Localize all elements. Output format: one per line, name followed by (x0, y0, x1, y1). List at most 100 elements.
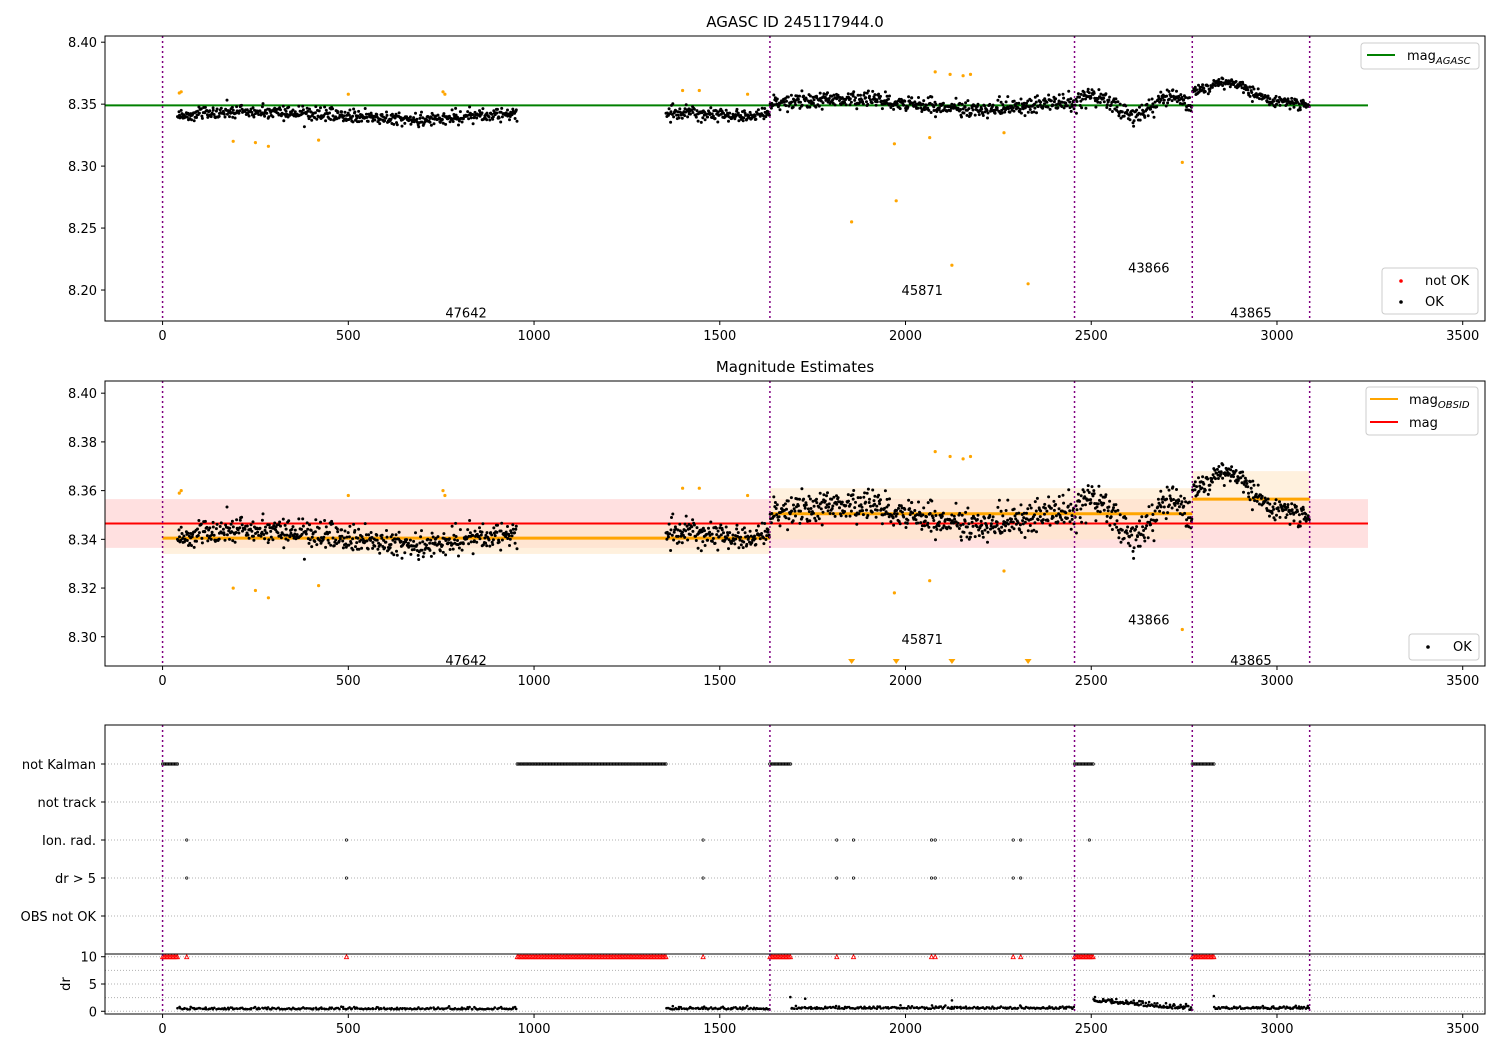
dr-point (882, 1006, 885, 1010)
ok-point (1240, 481, 1244, 485)
ok-point (257, 113, 261, 116)
ok-point (231, 539, 235, 543)
ok-point (1250, 91, 1254, 94)
ok-point (308, 538, 312, 542)
panel-3-grid (105, 763, 1485, 917)
ok-point (739, 535, 743, 539)
ok-point (240, 515, 244, 519)
outlier-point (1002, 569, 1006, 573)
ok-point (1089, 96, 1093, 100)
ok-point (893, 512, 896, 516)
ok-point (500, 106, 504, 110)
ok-point (409, 122, 413, 126)
ok-point (939, 528, 943, 532)
ok-point (772, 103, 776, 107)
ok-point (1297, 102, 1301, 106)
ok-point (1051, 103, 1055, 107)
ok-point (378, 543, 382, 547)
ok-point (513, 541, 517, 545)
ok-point (932, 109, 936, 112)
ok-point (453, 538, 457, 542)
ok-point (903, 99, 907, 103)
ok-point (1188, 500, 1191, 504)
ok-point (1096, 100, 1100, 104)
ok-point (490, 112, 494, 116)
ok-point (278, 520, 282, 524)
ok-point (806, 507, 810, 511)
ok-point (450, 108, 454, 112)
ok-point (948, 526, 952, 530)
ok-point (1206, 84, 1210, 88)
ok-point (1247, 495, 1251, 499)
ok-point (1054, 97, 1058, 101)
ok-point (1272, 99, 1276, 103)
ok-point (713, 117, 717, 120)
ok-point (304, 532, 308, 536)
ok-point (1082, 90, 1086, 94)
ok-point (765, 534, 769, 538)
ok-point (1185, 518, 1189, 522)
ok-point (302, 125, 306, 129)
ok-point (703, 118, 707, 122)
ok-point (1201, 83, 1205, 87)
ok-point (492, 109, 496, 113)
ok-point (889, 106, 893, 109)
not-kalman-mark (566, 762, 570, 766)
ok-point (1236, 479, 1240, 482)
ok-point (742, 116, 746, 120)
ok-point (331, 107, 335, 111)
ok-point (438, 120, 442, 124)
ok-point (357, 120, 361, 124)
ok-point (341, 546, 345, 550)
ok-point (1028, 503, 1032, 507)
ok-point (1250, 490, 1254, 494)
ok-point (1197, 83, 1200, 87)
ok-point (243, 527, 247, 531)
ok-point (258, 526, 262, 530)
ok-point (971, 524, 975, 528)
ok-point (1054, 514, 1058, 518)
dr-point (447, 1005, 451, 1008)
ok-point (513, 531, 517, 535)
ok-point (1251, 479, 1255, 483)
ok-point (218, 525, 222, 528)
ok-point (1070, 517, 1074, 521)
ok-point (763, 107, 767, 110)
ok-point (973, 516, 976, 520)
panel-2-legend-lower: OK (1408, 633, 1480, 661)
dr-not-ok-marker (928, 953, 935, 960)
ok-point (772, 495, 776, 499)
ok-point (747, 535, 751, 539)
ok-point (766, 530, 770, 534)
ok-point (1270, 511, 1274, 515)
ok-point (950, 513, 954, 517)
ok-point (1029, 99, 1033, 103)
ok-point (762, 117, 766, 121)
dr-point (1016, 1006, 1020, 1010)
ok-point (1061, 92, 1065, 96)
ok-point (1026, 529, 1030, 533)
ok-point (846, 92, 850, 96)
ok-point (875, 504, 879, 508)
ok-point (883, 90, 887, 94)
ok-point (1188, 96, 1191, 100)
ok-point (942, 524, 946, 528)
ok-point (351, 537, 355, 541)
ok-point (854, 96, 857, 100)
ok-point (1190, 517, 1194, 521)
ok-point (1152, 539, 1156, 543)
ok-point (385, 529, 388, 532)
ok-point (348, 108, 352, 112)
ok-point (786, 528, 790, 532)
ok-point (306, 527, 310, 531)
ok-point (511, 107, 515, 111)
ok-point (323, 105, 327, 109)
ok-point (873, 502, 877, 506)
not-kalman-mark (560, 762, 564, 766)
ok-point (819, 507, 823, 511)
ok-point (347, 535, 351, 539)
ok-point (336, 111, 340, 115)
ok-point (926, 521, 930, 525)
ok-point (708, 530, 712, 534)
